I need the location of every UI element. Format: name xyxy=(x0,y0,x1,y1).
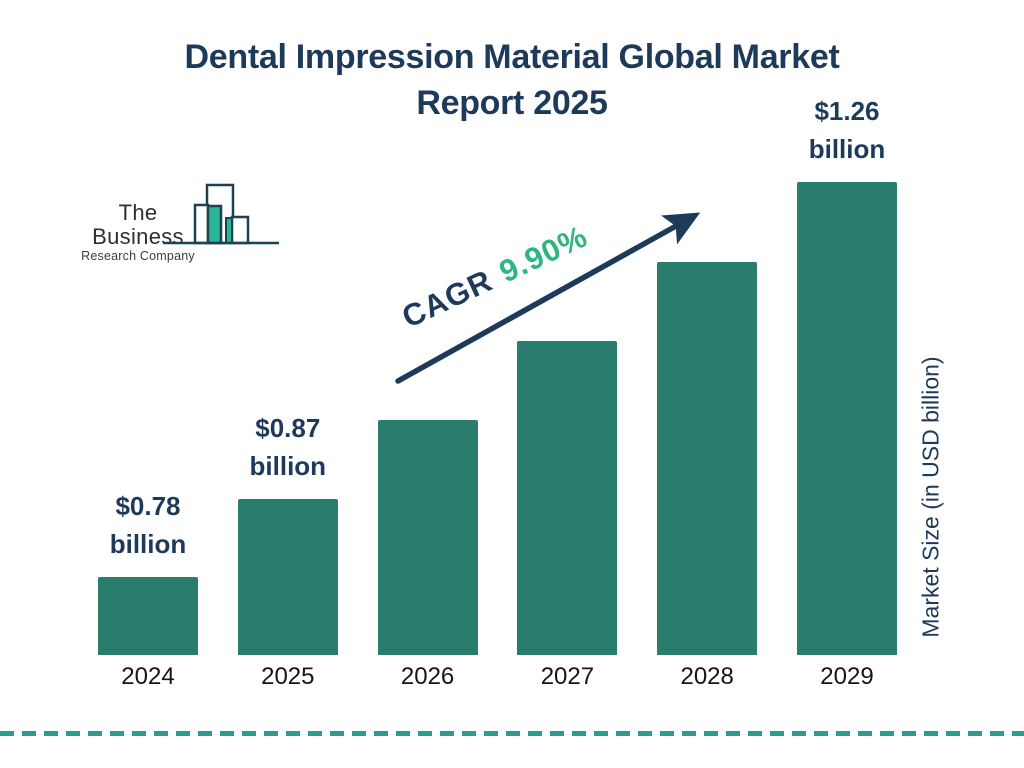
bar-2027 xyxy=(517,341,618,655)
value-label-2024: $0.78 billion xyxy=(68,487,228,563)
x-tick-2029: 2029 xyxy=(820,663,874,690)
value-label-unit: billion xyxy=(109,529,187,559)
value-label-2025: $0.87 billion xyxy=(208,409,368,485)
x-tick-2024: 2024 xyxy=(121,663,175,690)
page-title-line2: Report 2025 xyxy=(416,84,608,122)
company-subname: Research Company xyxy=(81,249,195,263)
x-tick-2028: 2028 xyxy=(680,663,734,690)
bar-2028 xyxy=(657,262,758,655)
x-tick-2027: 2027 xyxy=(540,663,595,690)
value-label-unit: billion xyxy=(249,451,327,481)
value-label-amount: $1.26 xyxy=(814,96,880,126)
bar-2029 xyxy=(797,182,897,655)
y-axis-label: Market Size (in USD billion) xyxy=(917,356,944,638)
page-title-line1: Dental Impression Material Global Market xyxy=(184,38,840,76)
bar-2024 xyxy=(98,577,198,655)
bar-2025 xyxy=(237,499,338,655)
value-label-amount: $0.87 xyxy=(255,413,321,443)
bottom-dashed-divider xyxy=(0,731,1024,736)
value-label-2029: $1.26 billion xyxy=(767,92,927,168)
x-tick-2025: 2025 xyxy=(261,663,315,690)
page-title: Dental Impression Material Global Market… xyxy=(0,34,1024,126)
bar-2026 xyxy=(377,420,478,655)
company-logo: The Business Research Company xyxy=(72,168,292,263)
value-label-amount: $0.78 xyxy=(115,491,181,521)
cagr-value: 9.90% xyxy=(493,218,593,290)
bar-chart-logo-icon xyxy=(163,183,279,245)
cagr-label: CAGR xyxy=(396,262,498,335)
company-logo-text: The Business Research Company xyxy=(75,200,201,264)
x-tick-2026: 2026 xyxy=(400,663,455,690)
cagr-annotation: CAGR9.90% xyxy=(397,218,594,335)
value-label-unit: billion xyxy=(808,134,886,164)
company-name: The Business xyxy=(92,200,184,249)
